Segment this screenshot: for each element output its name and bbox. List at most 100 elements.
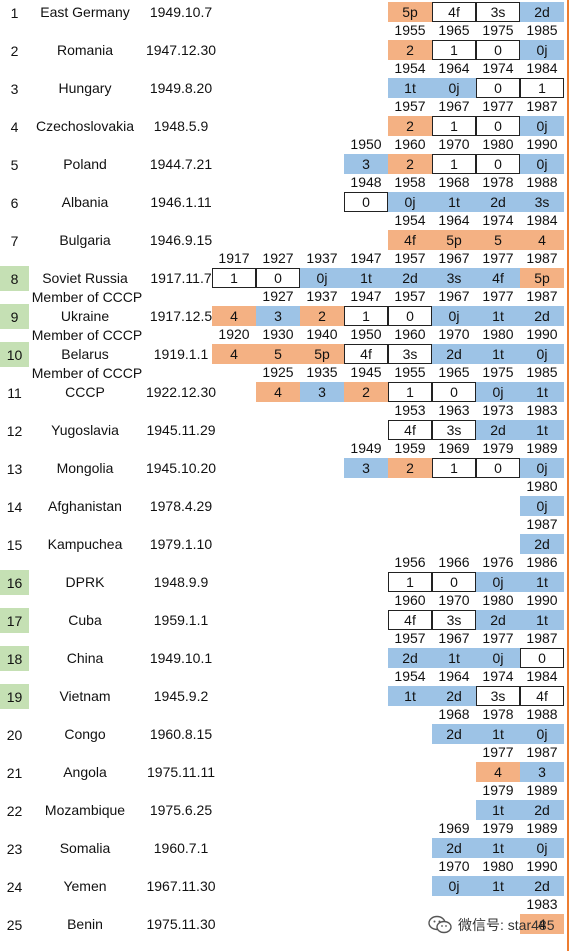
year-label: 1963: [438, 402, 470, 418]
year-label: 1959: [394, 440, 426, 456]
row-number: 24: [6, 878, 23, 895]
year-label: 1974: [482, 60, 514, 76]
value-cell: 2: [388, 154, 432, 174]
founding-date: 1946.1.11: [150, 194, 212, 210]
year-label: 1965: [438, 22, 470, 38]
year-label: 1935: [306, 364, 338, 380]
watermark-text: 微信号: star485: [458, 917, 555, 933]
year-label: 1968: [438, 174, 470, 190]
value-cell: 0: [476, 154, 520, 174]
year-label: 1989: [526, 820, 558, 836]
value-cell: 5p: [300, 344, 344, 364]
value-cell: 1: [344, 306, 388, 326]
row-number: 7: [10, 232, 19, 249]
year-label: 1954: [394, 60, 426, 76]
founding-date: 1959.1.1: [153, 612, 209, 628]
year-label: 1970: [438, 592, 470, 608]
value-cell: 0j: [520, 116, 564, 136]
year-label: 1948: [350, 174, 382, 190]
country-name: Soviet Russia: [42, 270, 128, 286]
row-number: 2: [10, 42, 19, 59]
year-label: 1957: [394, 630, 426, 646]
value-cell: 1: [388, 572, 432, 592]
year-label: 1917: [218, 250, 250, 266]
value-cell: 0j: [520, 40, 564, 60]
value-cell: 4: [476, 762, 520, 782]
year-label: 1927: [262, 250, 294, 266]
year-label: 1984: [526, 212, 558, 228]
value-cell: 2: [388, 40, 432, 60]
founding-date: 1978.4.29: [149, 498, 213, 514]
year-label: 1960: [394, 326, 426, 342]
year-label: 1988: [526, 174, 558, 190]
country-name: Somalia: [59, 840, 111, 856]
year-label: 1990: [526, 592, 558, 608]
year-label: 1987: [526, 516, 558, 532]
value-cell: 3: [344, 458, 388, 478]
value-cell: 3s: [476, 686, 520, 706]
founding-date: 1949.10.7: [149, 4, 213, 20]
country-name: Afghanistan: [48, 498, 122, 514]
value-cell: 0j: [476, 648, 520, 668]
year-label: 1974: [482, 212, 514, 228]
country-name: Bulgaria: [59, 232, 111, 248]
year-label: 1990: [526, 326, 558, 342]
row-number: 20: [6, 726, 23, 743]
value-cell: 1t: [520, 572, 564, 592]
member-note: Member of CCCP: [31, 365, 143, 381]
year-label: 1989: [526, 440, 558, 456]
year-label: 1967: [438, 288, 470, 304]
value-cell: 2d: [520, 876, 564, 896]
value-cell: 0j: [476, 572, 520, 592]
value-cell: 2d: [432, 724, 476, 744]
value-cell: 0j: [432, 78, 476, 98]
vertical-divider-line: [567, 0, 569, 951]
value-cell: 1t: [520, 610, 564, 630]
founding-date: 1944.7.21: [149, 156, 213, 172]
year-label: 1949: [350, 440, 382, 456]
year-label: 1990: [526, 136, 558, 152]
year-label: 1973: [482, 402, 514, 418]
country-name: Mozambique: [44, 802, 126, 818]
year-label: 1964: [438, 60, 470, 76]
member-note: Member of CCCP: [31, 289, 143, 305]
value-cell: 2d: [476, 420, 520, 440]
founding-date: 1945.11.29: [146, 422, 216, 438]
year-label: 1947: [350, 288, 382, 304]
year-label: 1979: [482, 820, 514, 836]
value-cell: 2d: [520, 2, 564, 22]
country-name: Cuba: [68, 612, 102, 628]
watermark: 微信号: star485: [428, 912, 554, 938]
country-name: Kampuchea: [47, 536, 123, 552]
year-label: 1960: [394, 592, 426, 608]
year-label: 1945: [350, 364, 382, 380]
year-label: 1925: [262, 364, 294, 380]
value-cell: 1t: [520, 382, 564, 402]
value-cell: 2: [344, 382, 388, 402]
country-name: DPRK: [65, 574, 105, 590]
founding-date: 1917.12.5: [149, 308, 213, 324]
value-cell: 1t: [476, 724, 520, 744]
row-number: 18: [0, 646, 29, 671]
value-cell: 0j: [520, 154, 564, 174]
year-label: 1969: [438, 440, 470, 456]
value-cell: 0: [344, 192, 388, 212]
founding-date: 1960.8.15: [149, 726, 213, 742]
value-cell: 4: [520, 230, 564, 250]
year-label: 1937: [306, 288, 338, 304]
country-name: Benin: [67, 916, 103, 932]
year-label: 1976: [482, 554, 514, 570]
value-cell: 5: [256, 344, 300, 364]
row-number: 15: [6, 536, 23, 553]
year-label: 1967: [438, 98, 470, 114]
year-label: 1983: [526, 402, 558, 418]
value-cell: 4: [212, 344, 256, 364]
year-label: 1977: [482, 250, 514, 266]
year-label: 1980: [526, 478, 558, 494]
row-number: 9: [0, 304, 29, 329]
value-cell: 2d: [520, 800, 564, 820]
founding-date: 1975.6.25: [149, 802, 213, 818]
value-cell: 0j: [388, 192, 432, 212]
country-name: Ukraine: [60, 308, 110, 324]
value-cell: 3s: [432, 610, 476, 630]
